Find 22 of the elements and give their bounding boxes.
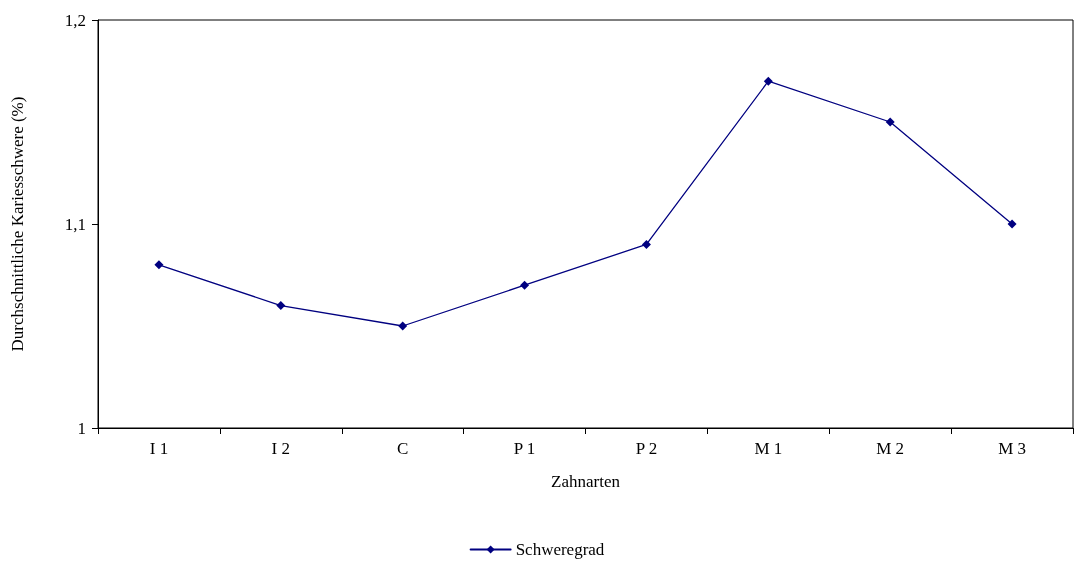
point (398, 321, 408, 331)
y-tick-label: 1,1 (64, 214, 86, 234)
y-axis-title: Durchschnittliche Kariesschwere (%) (8, 96, 27, 352)
point (763, 76, 773, 86)
point (154, 260, 164, 270)
x-tick-label: I 2 (271, 439, 291, 458)
point (520, 280, 530, 290)
x-axis-title: Zahnarten (551, 472, 621, 491)
x-tick-label: I 1 (149, 439, 169, 458)
x-tick-label: P 1 (513, 439, 536, 458)
point (641, 239, 651, 249)
point (885, 117, 895, 127)
legend-label: Schweregrad (515, 540, 605, 559)
y-tick-label: 1 (77, 418, 86, 438)
x-tick-label: C (397, 439, 409, 458)
x-tick-label: M 1 (754, 439, 783, 458)
x-tick-label: M 3 (998, 439, 1026, 458)
y-tick-label: 1,2 (64, 10, 86, 30)
x-tick-label: M 2 (876, 439, 905, 458)
point (276, 301, 286, 311)
x-tick-label: P 2 (635, 439, 658, 458)
point (1007, 219, 1017, 229)
